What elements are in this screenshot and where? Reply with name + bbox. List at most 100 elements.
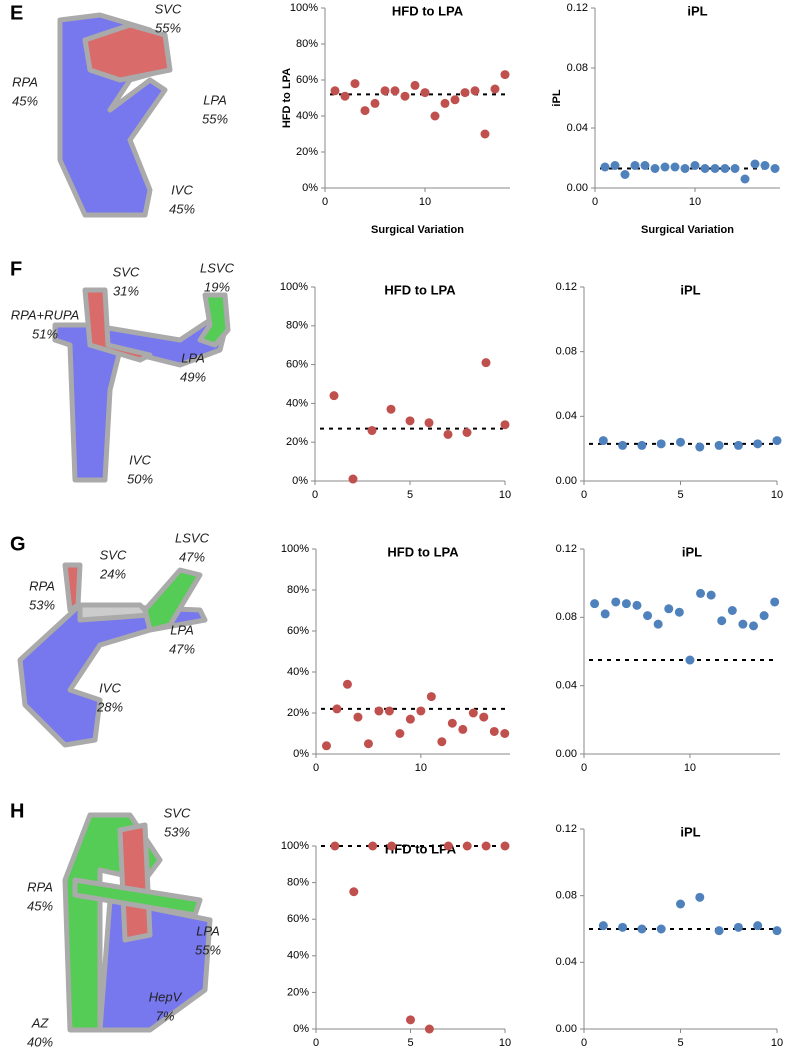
panel-letter: F <box>10 258 22 280</box>
point <box>733 440 743 450</box>
point <box>770 164 780 173</box>
point <box>637 440 647 450</box>
point <box>353 712 363 722</box>
vessel-name: SVC <box>155 1 182 16</box>
point <box>350 79 360 89</box>
vessel-flow: 28% <box>96 699 123 714</box>
point <box>332 704 342 714</box>
y-tick-label: 100% <box>281 840 309 852</box>
x-tick-label: 0 <box>592 196 598 208</box>
vessel-name: LPA <box>203 92 227 107</box>
vessel-flow: 53% <box>29 597 55 612</box>
chart-title: iPL <box>680 282 700 297</box>
point <box>349 887 359 897</box>
point <box>727 606 737 615</box>
point <box>440 98 450 108</box>
point <box>386 404 396 414</box>
y-tick-label: 0.04 <box>556 680 577 692</box>
y-tick-label: 0.04 <box>556 410 577 422</box>
point <box>384 706 394 716</box>
chart: 0% 20% 40% 60% 80% 100% 0 5 10 HFD to LPA <box>280 281 511 501</box>
point <box>630 161 640 170</box>
point <box>670 162 680 172</box>
y-tick-label: 0% <box>293 1023 309 1035</box>
point <box>489 726 499 736</box>
point <box>330 86 340 96</box>
point <box>450 95 460 105</box>
chart-title: HFD to LPA <box>392 3 464 18</box>
point <box>759 611 769 621</box>
x-tick-label: 10 <box>689 196 701 208</box>
y-tick-label: 20% <box>287 707 309 719</box>
point <box>674 607 684 617</box>
point <box>618 440 628 450</box>
x-tick-label: 5 <box>677 489 683 501</box>
y-tick-label: 80% <box>296 38 318 50</box>
panel-letter: G <box>10 533 26 555</box>
point <box>738 619 748 629</box>
point <box>695 892 705 902</box>
point <box>460 88 470 98</box>
x-tick-label: 10 <box>684 762 696 774</box>
point <box>380 86 390 96</box>
chart-title: HFD to LPA <box>384 282 456 297</box>
point <box>598 436 608 446</box>
point <box>426 692 436 702</box>
point <box>650 164 660 173</box>
point <box>330 841 340 851</box>
vessel-name: IVC <box>129 452 151 467</box>
point <box>367 426 377 436</box>
point <box>437 737 447 747</box>
point <box>653 619 663 629</box>
vessel-name: HepV <box>149 989 183 1004</box>
vessel-name: AZ <box>31 1015 50 1030</box>
vessel-flow: 55% <box>202 111 228 126</box>
model-h <box>62 812 213 1033</box>
y-tick-label: 100% <box>290 2 318 14</box>
point <box>500 70 510 80</box>
point <box>481 358 491 368</box>
y-axis-label: iPL <box>551 89 563 106</box>
point <box>430 111 440 121</box>
point <box>656 439 666 449</box>
y-tick-label: 0.12 <box>556 543 577 555</box>
y-tick-label: 0.00 <box>556 748 577 760</box>
vessel-flow: 55% <box>155 20 181 35</box>
point <box>342 679 352 689</box>
point <box>632 600 642 610</box>
point <box>714 440 724 450</box>
y-tick-label: 40% <box>296 110 318 122</box>
y-tick-label: 20% <box>296 146 318 158</box>
point <box>405 416 415 426</box>
x-tick-label: 10 <box>771 1037 783 1049</box>
x-tick-label: 0 <box>581 1037 587 1049</box>
vessel-name: LSVC <box>200 260 235 275</box>
point <box>664 604 674 614</box>
vessel-flow: 55% <box>195 942 221 957</box>
point <box>490 84 500 94</box>
point <box>717 616 727 626</box>
y-tick-label: 80% <box>287 584 309 596</box>
point <box>637 924 647 934</box>
point <box>706 590 716 600</box>
point <box>321 741 331 751</box>
point <box>462 428 472 437</box>
point <box>676 437 685 447</box>
y-tick-label: 60% <box>287 625 309 637</box>
vessel-name: LSVC <box>175 530 210 545</box>
x-tick-label: 10 <box>499 489 511 501</box>
y-tick-label: 20% <box>287 986 309 998</box>
y-tick-label: 0.12 <box>556 823 577 835</box>
point <box>700 164 710 173</box>
point <box>696 588 706 598</box>
point <box>749 621 759 631</box>
vessel-flow: 40% <box>27 1034 53 1049</box>
y-tick-label: 0% <box>293 748 309 760</box>
x-tick-label: 0 <box>581 762 587 774</box>
point <box>447 718 457 728</box>
vessel-name: IVC <box>99 680 121 695</box>
point <box>424 1024 434 1034</box>
model-g <box>17 562 208 748</box>
vessel-flow: 53% <box>164 824 190 839</box>
y-tick-label: 0.08 <box>556 346 577 358</box>
